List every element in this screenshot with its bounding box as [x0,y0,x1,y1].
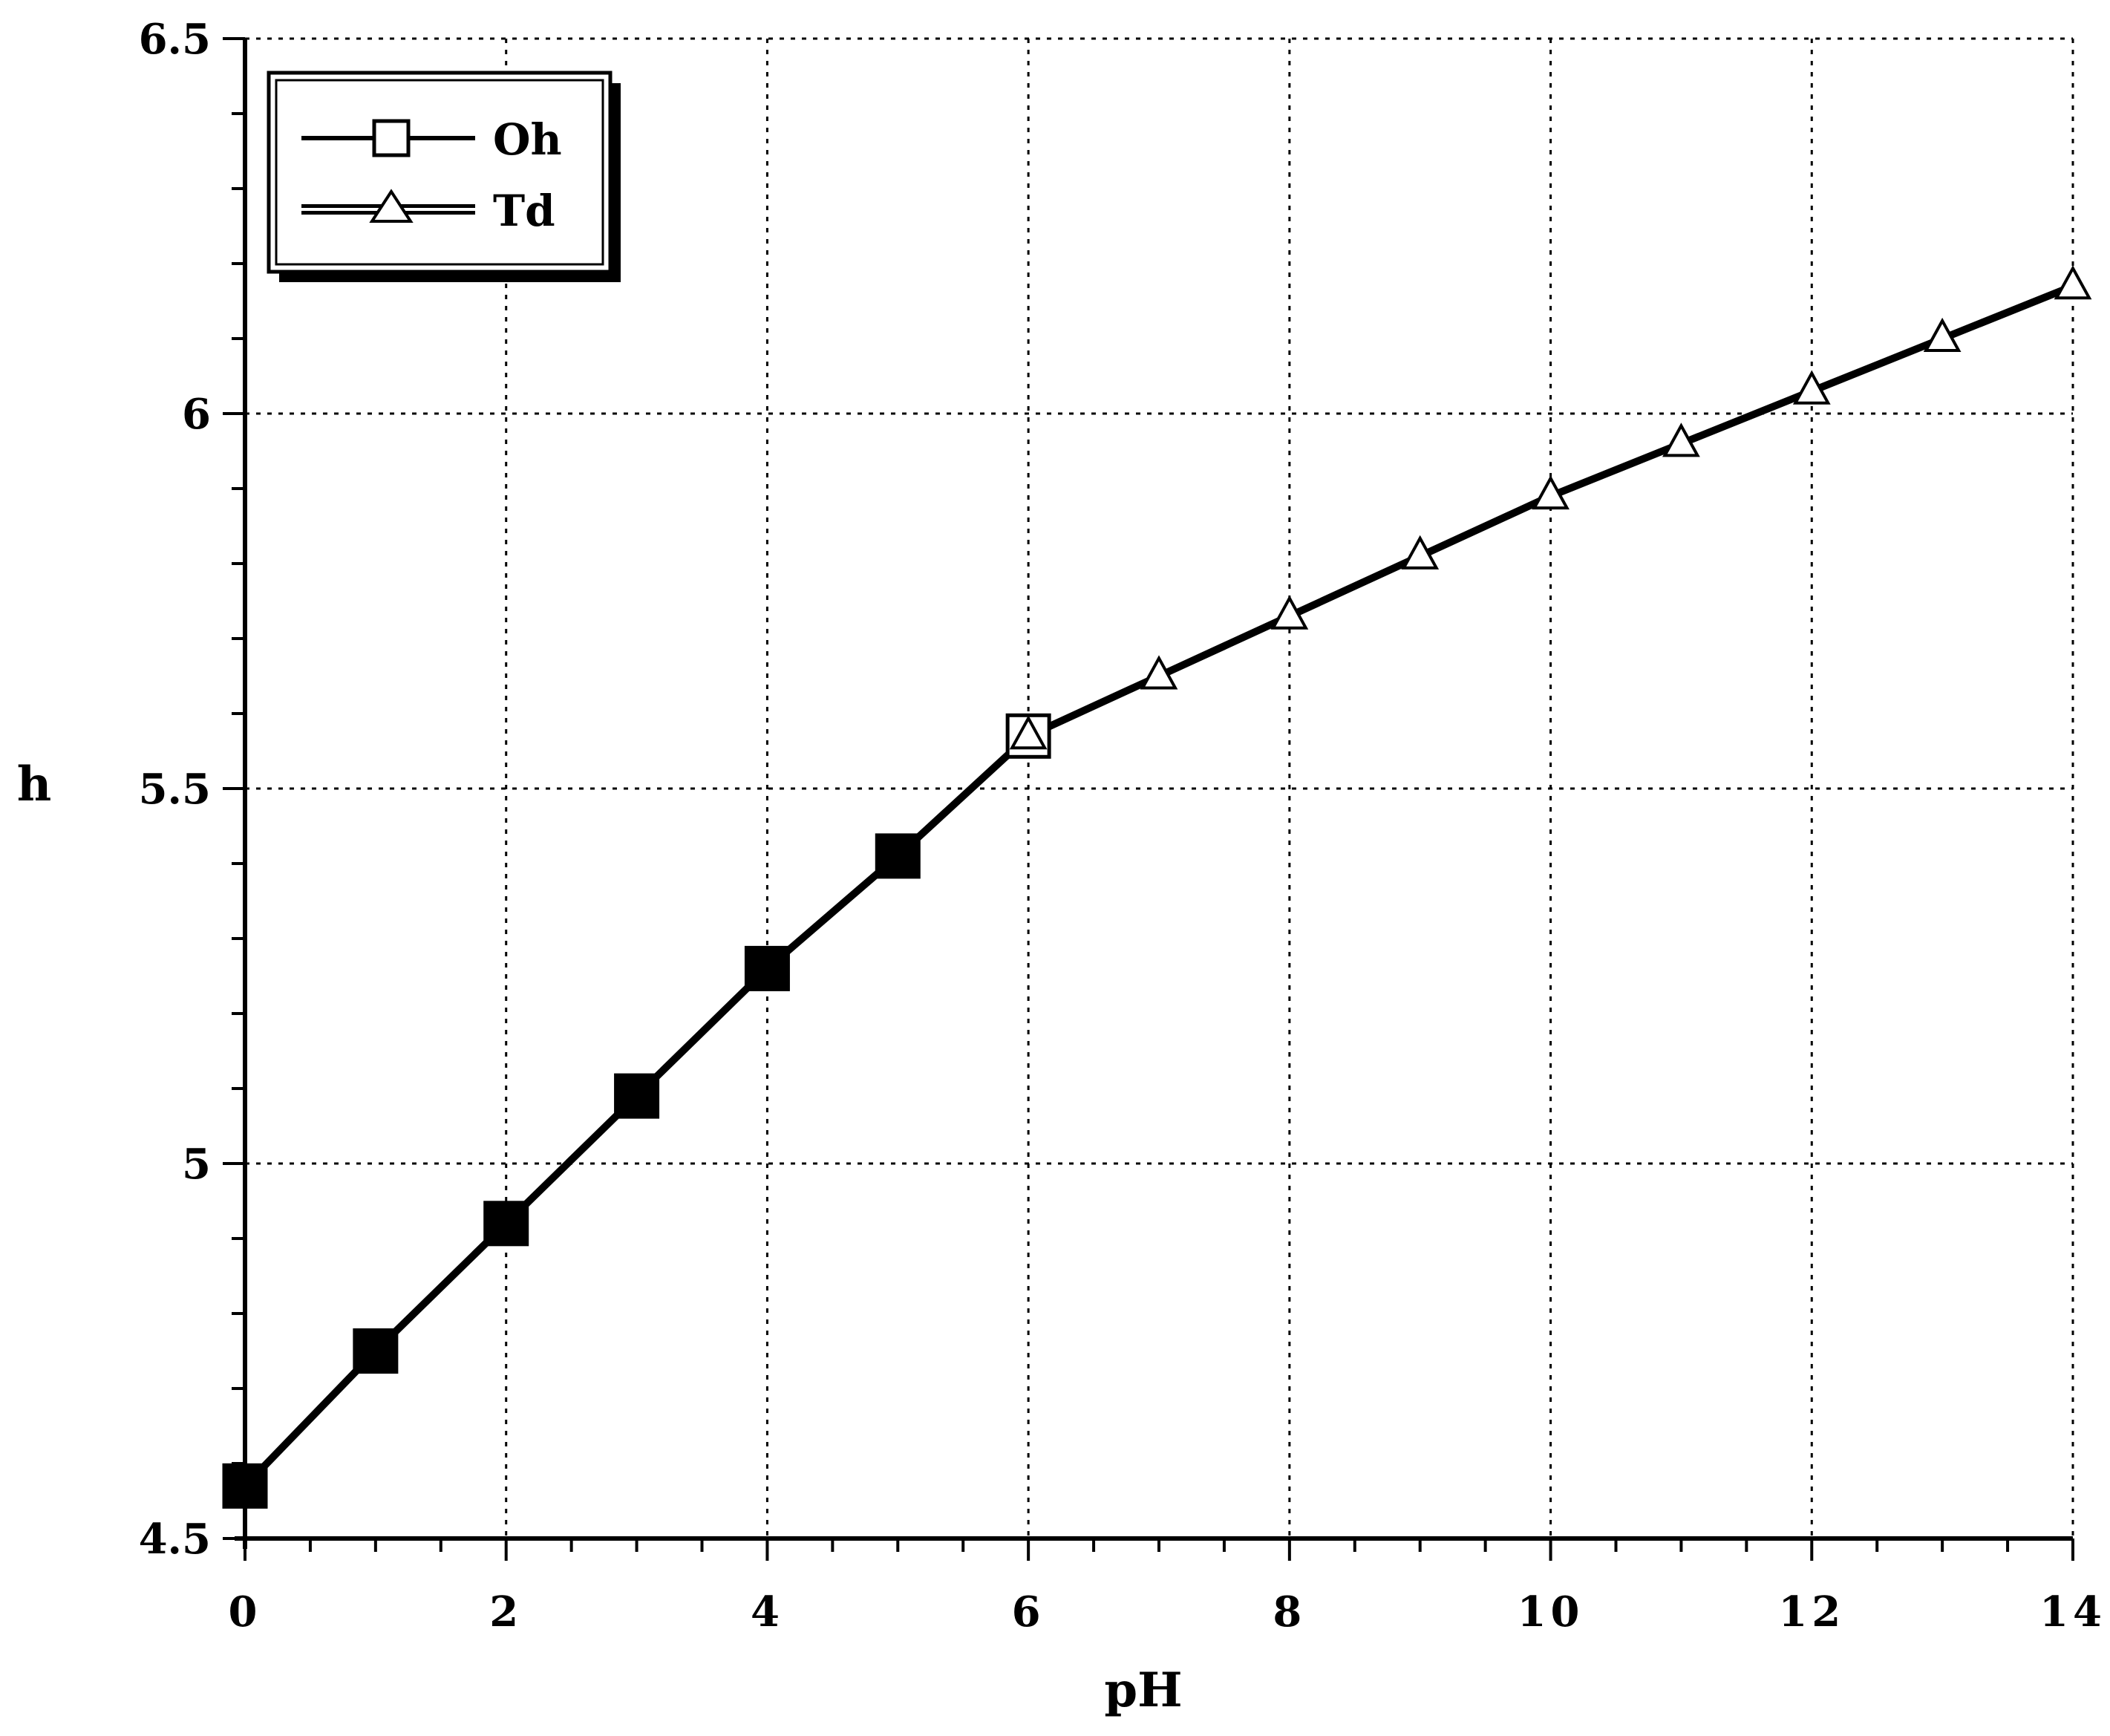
x-tick-label: 0 [229,1587,262,1637]
data-point-td [1532,474,1570,510]
legend-box [267,71,613,274]
data-point-oh [483,1201,529,1247]
series-line-td [242,282,2074,1489]
data-point-td [1401,535,1440,570]
x-axis-title: pH [1104,1662,1182,1718]
legend-inner-border [275,79,604,266]
axis-labels: pH h [17,757,1183,1718]
x-tick-label: 2 [489,1587,523,1637]
series-layer [242,282,2074,1489]
x-tick-label: 12 [1778,1587,1845,1637]
y-tick-label: 6.5 [139,15,211,64]
y-tick-label: 5.5 [139,765,211,814]
y-tick-label: 5 [182,1140,211,1189]
y-tick-label: 4.5 [139,1515,211,1564]
legend-marker-td-triangle-icon [369,189,414,223]
legend-label-oh: Oh [493,114,562,165]
y-axis-title: h [17,757,52,812]
data-point-td [1792,370,1831,405]
x-tick-label: 14 [2039,1587,2106,1637]
data-point-td [1270,595,1309,630]
x-tick-label: 8 [1273,1587,1306,1637]
marker-layer [222,265,2092,1509]
data-point-oh [875,833,921,879]
x-tick-label: 4 [751,1587,784,1637]
data-point-td [1662,422,1700,457]
legend-label-td: Td [493,186,555,236]
x-tick-label: 6 [1012,1587,1045,1637]
data-point-oh [353,1328,399,1374]
legend-marker-oh-square-icon [372,119,411,157]
grid-layer [245,37,2074,1538]
data-point-td [1923,317,1962,352]
data-point-td [1009,715,1048,750]
x-tick-label: 10 [1518,1587,1584,1637]
data-point-td [1140,655,1178,690]
axes-layer: 0 2 4 6 8 10 12 14 4.5 5 5.5 6 6.5 [139,15,2106,1637]
data-point-oh [744,945,790,991]
data-point-td [2054,265,2092,300]
legend: Oh Td [267,71,621,282]
data-point-oh [614,1073,660,1119]
y-tick-label: 6 [182,390,211,439]
data-point-oh [222,1463,268,1509]
